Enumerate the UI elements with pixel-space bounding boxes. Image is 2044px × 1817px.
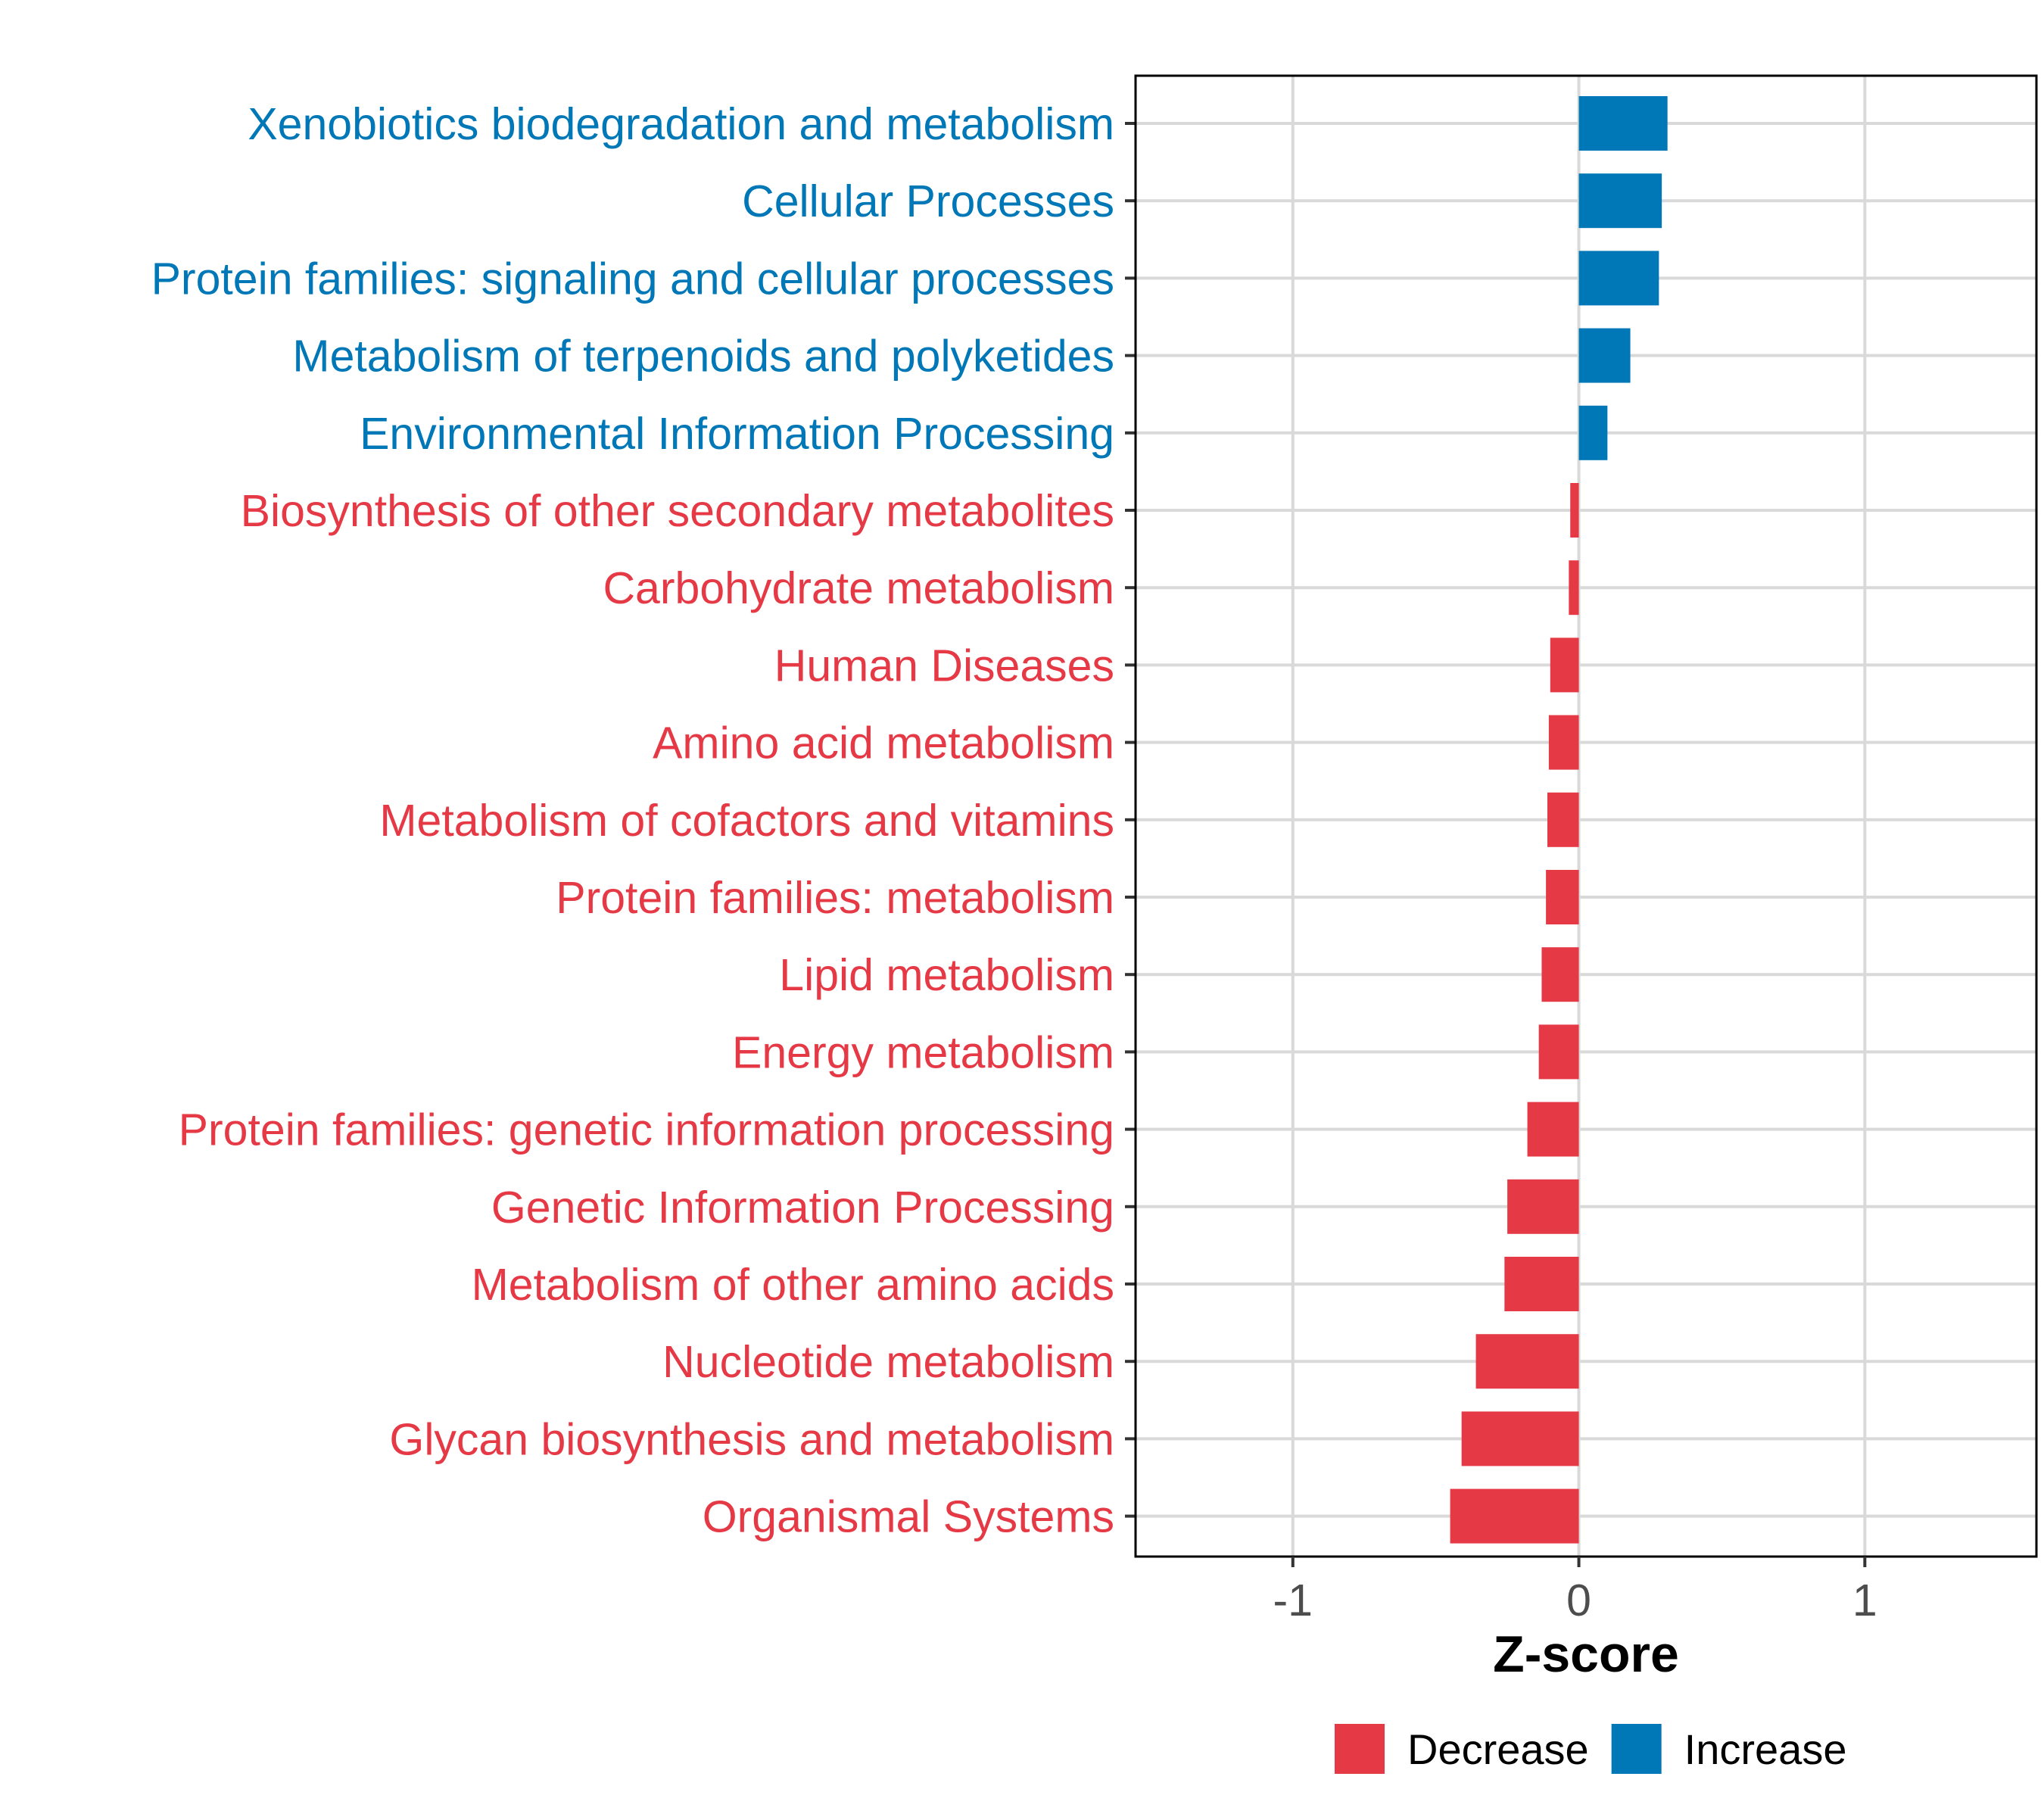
category-label: Human Diseases xyxy=(774,640,1114,690)
bar xyxy=(1569,560,1579,616)
category-label: Genetic Information Processing xyxy=(491,1183,1114,1233)
bar xyxy=(1507,1179,1579,1234)
category-label: Metabolism of terpenoids and polyketides xyxy=(292,332,1114,382)
bar xyxy=(1550,637,1579,693)
category-label: Organismal Systems xyxy=(703,1492,1114,1542)
bar xyxy=(1450,1488,1579,1544)
category-labels: Xenobiotics biodegradation and metabolis… xyxy=(151,99,1114,1542)
legend-label-decrease: Decrease xyxy=(1407,1725,1589,1773)
bar xyxy=(1578,405,1608,460)
bar xyxy=(1578,96,1668,151)
legend-swatch-increase xyxy=(1611,1724,1662,1774)
category-label: Metabolism of cofactors and vitamins xyxy=(379,796,1114,846)
x-tick-label: 1 xyxy=(1852,1575,1877,1625)
category-label: Protein families: genetic information pr… xyxy=(179,1105,1114,1155)
category-label: Nucleotide metabolism xyxy=(662,1337,1114,1387)
x-axis-title: Z-score xyxy=(1493,1625,1679,1683)
bars-layer xyxy=(1450,96,1668,1544)
bar xyxy=(1578,251,1659,306)
category-label: Metabolism of other amino acids xyxy=(472,1260,1114,1310)
bar xyxy=(1504,1257,1579,1311)
bar xyxy=(1546,870,1579,924)
legend: Decrease Increase xyxy=(1335,1724,1846,1774)
x-tick-label: 0 xyxy=(1566,1575,1591,1625)
x-axis: -1 0 1 xyxy=(1273,1557,1877,1625)
legend-label-increase: Increase xyxy=(1684,1725,1847,1773)
grid-layer xyxy=(1136,76,2036,1557)
category-label: Glycan biosynthesis and metabolism xyxy=(389,1414,1114,1464)
category-label: Biosynthesis of other secondary metaboli… xyxy=(241,486,1114,536)
bar xyxy=(1461,1411,1579,1466)
bar xyxy=(1548,715,1579,770)
x-tick-label: -1 xyxy=(1273,1575,1313,1625)
legend-swatch-decrease xyxy=(1335,1724,1385,1774)
bar xyxy=(1570,483,1579,538)
category-label: Protein families: metabolism xyxy=(556,873,1114,923)
category-label: Lipid metabolism xyxy=(779,950,1114,1000)
bar xyxy=(1527,1102,1579,1157)
bar xyxy=(1547,792,1579,847)
bar xyxy=(1578,173,1662,229)
plot-border xyxy=(1134,74,2038,1558)
bar xyxy=(1475,1334,1579,1389)
category-label: Energy metabolism xyxy=(732,1027,1114,1077)
bar xyxy=(1538,1024,1579,1080)
category-label: Cellular Processes xyxy=(742,176,1114,226)
category-label: Amino acid metabolism xyxy=(653,718,1114,768)
category-label: Xenobiotics biodegradation and metabolis… xyxy=(248,99,1114,149)
plot-frame xyxy=(1125,74,2038,1558)
bar xyxy=(1541,947,1579,1002)
category-label: Carbohydrate metabolism xyxy=(603,563,1114,613)
category-label: Protein families: signaling and cellular… xyxy=(151,254,1114,304)
category-label: Environmental Information Processing xyxy=(360,409,1114,459)
bar xyxy=(1578,328,1631,383)
